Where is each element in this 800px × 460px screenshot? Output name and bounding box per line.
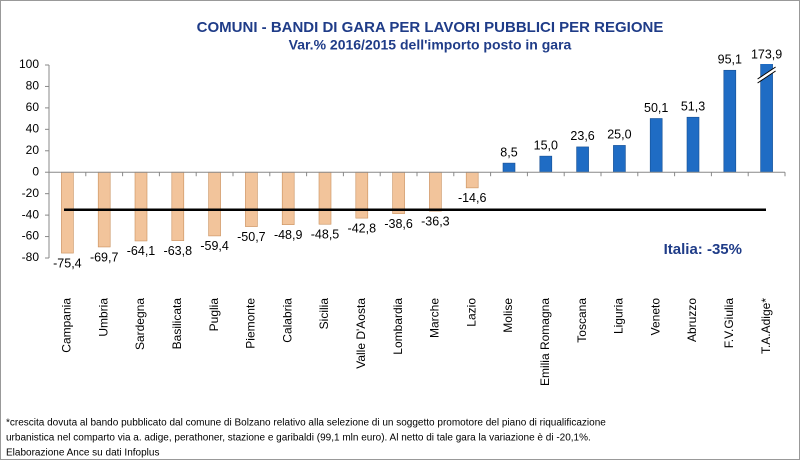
x-tick-label: T.A.Adige* (759, 298, 773, 354)
y-tick-label: 100 (19, 57, 39, 71)
bar (649, 118, 663, 173)
value-label: 173,9 (751, 47, 782, 61)
x-tick-label: Emilia Romagna (538, 298, 552, 386)
y-tick-label: 80 (26, 79, 40, 93)
x-tick-label: Lombardia (391, 298, 405, 355)
x-tick-label: Toscana (575, 298, 589, 343)
x-tick-label: Molise (501, 298, 515, 333)
value-label: -48,9 (274, 228, 303, 242)
reference-label: Italia: -35% (664, 241, 742, 258)
value-label: -63,8 (164, 244, 193, 258)
x-tick-label: Lazio (464, 298, 478, 327)
bar (134, 171, 148, 242)
value-label: -75,4 (53, 256, 82, 270)
bar (576, 146, 589, 173)
bar (539, 155, 553, 173)
value-label: 95,1 (718, 53, 742, 67)
chart-subtitle: Var.% 2016/2015 dell'importo posto in ga… (289, 37, 572, 53)
x-tick-label: Piemonte (244, 298, 258, 349)
x-tick-label: Sardegna (133, 298, 147, 350)
x-tick-label: Veneto (648, 298, 662, 336)
bar (318, 171, 332, 225)
y-tick-label: -40 (22, 207, 40, 221)
bar (392, 171, 405, 214)
x-tick-label: Marche (428, 298, 442, 338)
bar (281, 171, 295, 225)
y-tick-label: -60 (22, 229, 40, 243)
footnote: *crescita dovuta al bando pubblicato dal… (6, 418, 606, 429)
bar (355, 171, 369, 219)
footnote: Elaborazione Ance su dati Infoplus (6, 448, 159, 459)
plot-area (61, 64, 773, 254)
x-tick-label: Puglia (207, 298, 221, 332)
chart-title: COMUNI - BANDI DI GARA PER LAVORI PUBBLI… (197, 19, 664, 36)
x-tick-label: Basilicata (170, 298, 184, 350)
y-tick-label: -80 (22, 250, 40, 264)
value-label: 15,0 (534, 138, 558, 152)
bar (208, 171, 221, 237)
y-tick-label: 60 (26, 100, 40, 114)
y-tick-label: 0 (32, 164, 39, 178)
x-tick-label: Campania (60, 298, 74, 353)
bar (465, 171, 479, 189)
bar (245, 171, 258, 227)
x-tick-label: Calabria (280, 298, 294, 343)
x-tick-label: Sicilia (317, 298, 331, 330)
bar (429, 171, 442, 212)
x-tick-label: Umbria (96, 298, 110, 337)
bar (61, 171, 74, 254)
bar (502, 162, 516, 173)
bar (723, 69, 737, 173)
y-tick-label: 20 (26, 143, 40, 157)
value-label: -42,8 (348, 221, 377, 235)
x-tick-label: Liguria (612, 298, 626, 334)
y-tick-label: 40 (26, 122, 40, 136)
value-label: -64,1 (127, 244, 156, 258)
value-label: -38,6 (384, 217, 413, 231)
x-tick-label: F.V.Giulia (722, 298, 736, 349)
value-label: -14,6 (458, 191, 487, 205)
value-label: 23,6 (570, 129, 594, 143)
bar (171, 171, 185, 241)
value-label: -36,3 (421, 214, 450, 228)
bar (686, 116, 700, 173)
value-label: -59,4 (200, 239, 229, 253)
value-label: 50,1 (644, 101, 668, 115)
value-label: 51,3 (681, 100, 705, 114)
value-label: 25,0 (607, 128, 631, 142)
axis-break (757, 66, 776, 80)
x-tick-label: Valle D'Aosta (354, 298, 368, 369)
x-tick-label: Abruzzo (685, 298, 699, 342)
value-label: -50,7 (237, 230, 266, 244)
value-label: -69,7 (90, 250, 119, 264)
axis-break (756, 67, 777, 83)
y-tick-label: -20 (22, 186, 40, 200)
value-label: -48,5 (311, 228, 340, 242)
bar (613, 145, 626, 173)
value-label: 8,5 (500, 145, 517, 159)
footnote: urbanistica nel comparto via a. adige, p… (6, 433, 591, 444)
axis-break (757, 70, 776, 84)
